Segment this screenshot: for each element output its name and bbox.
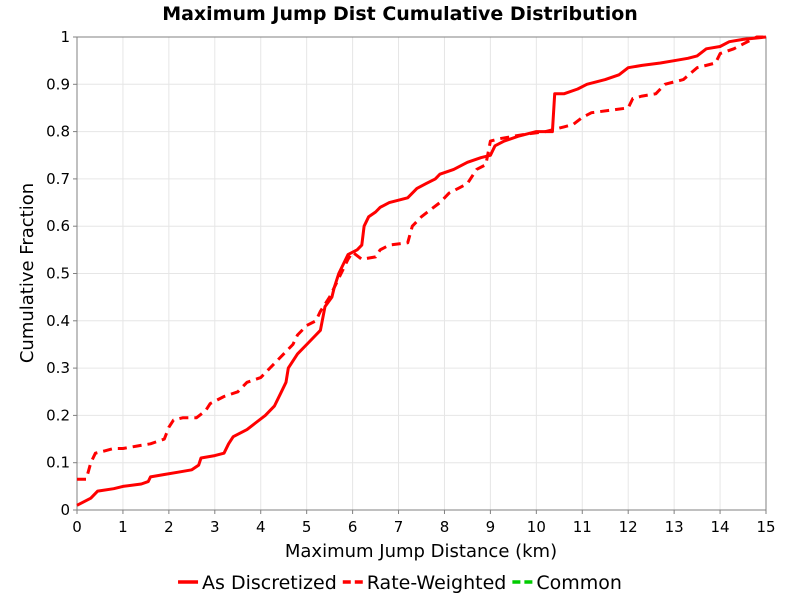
- x-tick-label: 11: [573, 518, 592, 536]
- x-tick-label: 3: [210, 518, 220, 536]
- x-tick-label: 1: [118, 518, 128, 536]
- x-axis-ticks: 0 1 2 3 4 5 6 7 8 9 10 11 12 13 14 15: [72, 510, 776, 536]
- x-tick-label: 10: [527, 518, 546, 536]
- x-tick-label: 13: [665, 518, 684, 536]
- x-tick-label: 0: [72, 518, 82, 536]
- y-axis-label: Cumulative Fraction: [17, 183, 38, 363]
- x-tick-label: 8: [440, 518, 450, 536]
- y-tick-label: 0: [60, 501, 70, 519]
- legend-label: As Discretized: [202, 572, 337, 594]
- y-tick-label: 0.6: [46, 217, 70, 235]
- series-layer: [76, 35, 767, 507]
- y-tick-label: 0.7: [46, 170, 70, 188]
- y-tick-label: 0.9: [46, 75, 70, 93]
- y-tick-label: 0.3: [46, 359, 70, 377]
- legend-label: Common: [536, 572, 622, 594]
- x-tick-label: 4: [256, 518, 266, 536]
- x-tick-label: 5: [302, 518, 312, 536]
- y-tick-label: 0.1: [46, 454, 70, 472]
- legend-label: Rate-Weighted: [367, 572, 507, 594]
- series-line-as-discretized: [76, 35, 767, 507]
- y-axis-ticks: 0 0.1 0.2 0.3 0.4 0.5 0.6 0.7 0.8 0.9 1: [46, 28, 77, 519]
- x-tick-label: 2: [164, 518, 174, 536]
- x-tick-label: 12: [619, 518, 638, 536]
- y-tick-label: 0.4: [46, 312, 70, 330]
- series-line-rate-weighted: [77, 35, 766, 481]
- y-tick-label: 0.2: [46, 406, 70, 424]
- x-tick-label: 14: [711, 518, 730, 536]
- y-tick-label: 1: [60, 28, 70, 46]
- legend: As Discretized Rate-Weighted Common: [178, 572, 622, 594]
- grid: [76, 36, 767, 511]
- x-tick-label: 9: [486, 518, 496, 536]
- chart-title: Maximum Jump Dist Cumulative Distributio…: [162, 3, 638, 25]
- x-axis-label: Maximum Jump Distance (km): [285, 541, 557, 562]
- y-tick-label: 0.5: [46, 265, 70, 283]
- x-tick-label: 15: [756, 518, 775, 536]
- x-tick-label: 7: [394, 518, 404, 536]
- x-tick-label: 6: [348, 518, 358, 536]
- y-tick-label: 0.8: [46, 123, 70, 141]
